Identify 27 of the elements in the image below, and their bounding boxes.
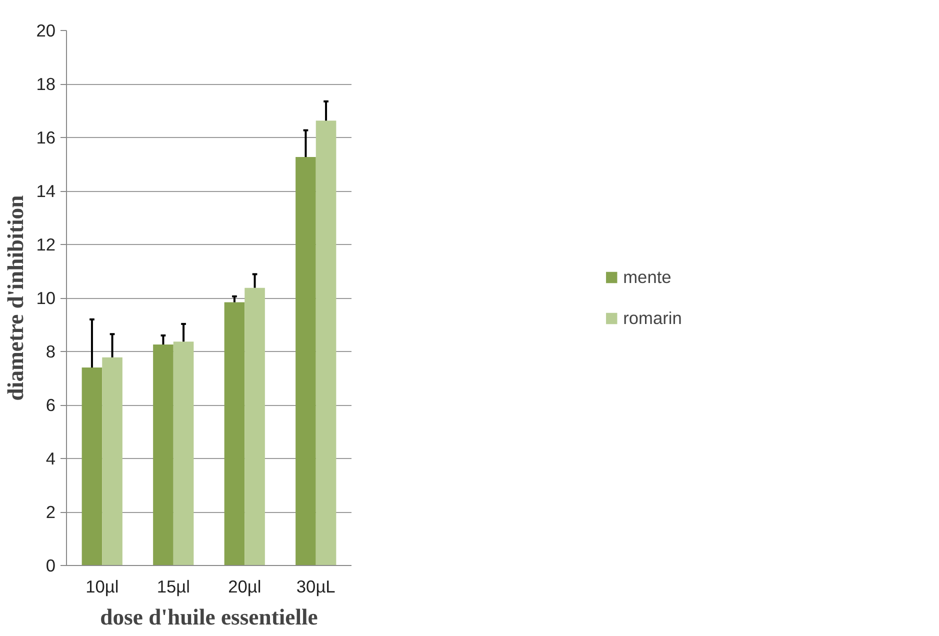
y-tick-label: 12 bbox=[36, 234, 56, 254]
bar bbox=[82, 368, 102, 566]
bar bbox=[244, 288, 265, 566]
y-tick-label: 14 bbox=[36, 181, 56, 201]
legend-label: romarin bbox=[623, 308, 682, 328]
y-tick-label: 18 bbox=[36, 74, 56, 94]
bar bbox=[316, 120, 336, 566]
y-tick-label: 6 bbox=[46, 395, 56, 415]
bar bbox=[153, 344, 174, 566]
y-tick-label: 4 bbox=[46, 448, 56, 468]
x-tick-label: 20µl bbox=[228, 576, 262, 596]
y-tick-label: 8 bbox=[46, 342, 56, 362]
bar bbox=[224, 302, 245, 566]
y-tick-label: 16 bbox=[36, 128, 56, 148]
bar bbox=[173, 342, 194, 566]
y-tick-label: 20 bbox=[36, 20, 56, 40]
legend-label: mente bbox=[623, 266, 672, 288]
bar bbox=[296, 157, 316, 566]
x-tick-label: 15µl bbox=[156, 576, 190, 596]
y-tick-label: 2 bbox=[46, 502, 56, 522]
y-tick-label: 10 bbox=[36, 288, 56, 308]
x-axis-title: dose d'huile essentielle bbox=[100, 604, 318, 630]
x-tick-label: 10µl bbox=[86, 576, 119, 596]
y-tick-label: 0 bbox=[46, 556, 56, 576]
y-axis-title: diametre d'inhibition bbox=[3, 194, 28, 401]
x-tick-label: 30µL bbox=[296, 576, 336, 596]
bar bbox=[102, 357, 122, 566]
